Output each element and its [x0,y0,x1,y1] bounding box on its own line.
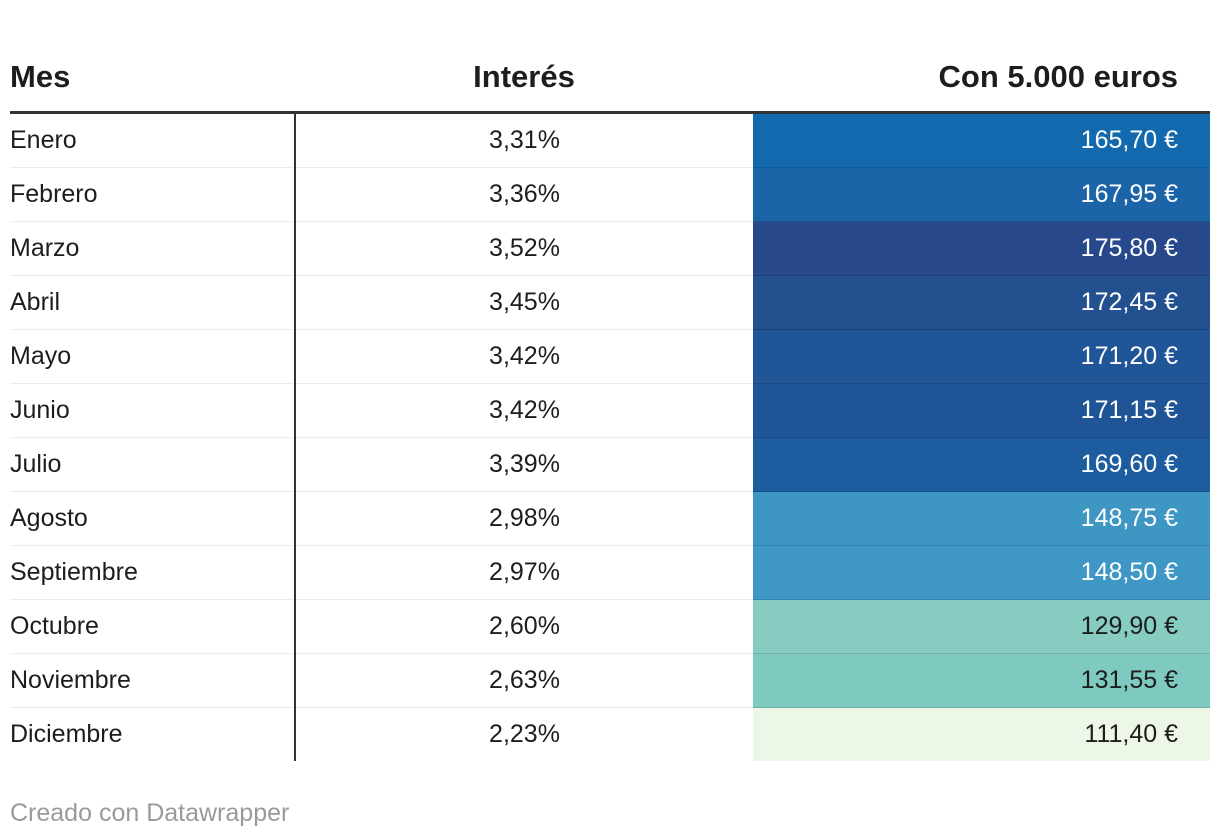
table-row: Julio 3,39% 169,60 € [10,437,1210,492]
table-row: Abril 3,45% 172,45 € [10,275,1210,330]
amount-cell: 165,70 € [753,112,1210,168]
footer-attribution: Creado con Datawrapper [10,798,1210,828]
interest-cell: 3,42% [294,329,753,384]
table-row: Marzo 3,52% 175,80 € [10,221,1210,276]
month-cell: Agosto [10,491,295,546]
interest-table: Mes Interés Con 5.000 euros Enero 3,31% 16… [10,0,1210,761]
interest-cell: 2,98% [294,491,753,546]
month-cell: Junio [10,383,295,438]
amount-cell: 171,15 € [753,383,1210,438]
header-row: Mes Interés Con 5.000 euros [10,0,1210,114]
table-header: Mes Interés Con 5.000 euros [10,0,1210,114]
interest-cell: 3,52% [294,221,753,276]
month-cell: Febrero [10,167,295,222]
interest-cell: 2,97% [294,545,753,600]
table-row: Mayo 3,42% 171,20 € [10,329,1210,384]
table-row: Febrero 3,36% 167,95 € [10,167,1210,222]
amount-cell: 169,60 € [753,437,1210,492]
amount-cell: 148,50 € [753,545,1210,600]
interest-cell: 3,42% [294,383,753,438]
amount-cell: 167,95 € [753,167,1210,222]
amount-cell: 129,90 € [753,599,1210,654]
table-row: Diciembre 2,23% 111,40 € [10,707,1210,761]
column-header-con-5000-euros: Con 5.000 euros [753,0,1210,114]
month-cell: Diciembre [10,720,123,748]
interest-cell: 3,36% [294,167,753,222]
interest-cell: 3,31% [294,112,753,168]
amount-cell: 175,80 € [753,221,1210,276]
month-cell: Mayo [10,329,295,384]
column-header-interes: Interés [295,0,753,114]
table-row: Octubre 2,60% 129,90 € [10,599,1210,654]
amount-cell: 131,55 € [753,653,1210,708]
month-cell: Julio [10,437,295,492]
table-row: Junio 3,42% 171,15 € [10,383,1210,438]
month-cell: Enero [10,112,295,168]
amount-cell: 111,40 € [753,707,1210,761]
month-cell: Noviembre [10,653,295,708]
table-row: Enero 3,31% 165,70 € [10,112,1210,168]
table-row: Agosto 2,98% 148,75 € [10,491,1210,546]
column-header-mes: Mes [10,0,295,114]
interest-cell: 2,60% [294,599,753,654]
amount-cell: 148,75 € [753,491,1210,546]
table-body: Enero 3,31% 165,70 € Febrero 3,36% 167,95 € Ma… [10,112,1210,761]
month-cell: Septiembre [10,545,295,600]
datawrapper-table-widget: Mes Interés Con 5.000 euros Enero 3,31% 16… [10,0,1210,828]
interest-cell: 2,63% [294,653,753,708]
amount-cell: 171,20 € [753,329,1210,384]
interest-cell: 2,23% [294,707,753,761]
table-row: Septiembre 2,97% 148,50 € [10,545,1210,600]
interest-cell: 3,45% [294,275,753,330]
month-cell: Abril [10,275,295,330]
month-cell: Octubre [10,599,295,654]
amount-cell: 172,45 € [753,275,1210,330]
datawrapper-attribution-link[interactable]: Creado con Datawrapper [10,799,290,827]
table-row: Noviembre 2,63% 131,55 € [10,653,1210,708]
interest-cell: 3,39% [294,437,753,492]
month-cell: Marzo [10,221,295,276]
